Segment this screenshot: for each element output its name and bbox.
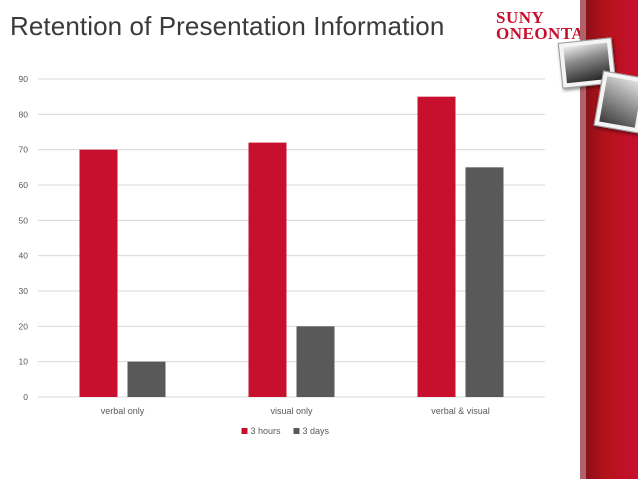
legend-swatch — [241, 428, 248, 434]
x-tick-label: visual only — [270, 406, 313, 416]
logo-line-1: SUNY — [496, 8, 545, 27]
side-band-highlight — [580, 0, 586, 479]
bar-chart: 0 10 20 30 40 50 60 70 80 90 verbal only visual onl… — [19, 74, 545, 436]
y-tick-label: 70 — [19, 145, 29, 155]
y-tick-label: 80 — [19, 109, 29, 119]
logo-line-2: ONEONTA — [496, 24, 585, 43]
y-tick-label: 60 — [19, 180, 29, 190]
y-tick-label: 40 — [19, 251, 29, 261]
y-tick-label: 90 — [19, 74, 29, 84]
bar-3-hours-2 — [417, 96, 456, 397]
y-tick-label: 20 — [19, 321, 29, 331]
x-tick-label: verbal only — [101, 406, 145, 416]
y-tick-label: 50 — [19, 215, 29, 225]
y-tick-label: 0 — [23, 392, 28, 402]
bar-3-hours-1 — [248, 142, 287, 397]
y-tick-label: 10 — [19, 357, 29, 367]
y-tick-label: 30 — [19, 286, 29, 296]
bar-3-days-1 — [296, 326, 335, 397]
suny-oneonta-logo: SUNY ONEONTA — [496, 8, 585, 43]
slide-title: Retention of Presentation Information — [10, 11, 445, 41]
legend-label: 3 hours — [251, 426, 282, 436]
bar-3-hours-0 — [79, 149, 118, 397]
legend-swatch — [293, 428, 300, 434]
bar-3-days-0 — [127, 361, 166, 397]
x-tick-label: verbal & visual — [431, 406, 490, 416]
legend-label: 3 days — [303, 426, 330, 436]
bar-3-days-2 — [465, 167, 504, 397]
